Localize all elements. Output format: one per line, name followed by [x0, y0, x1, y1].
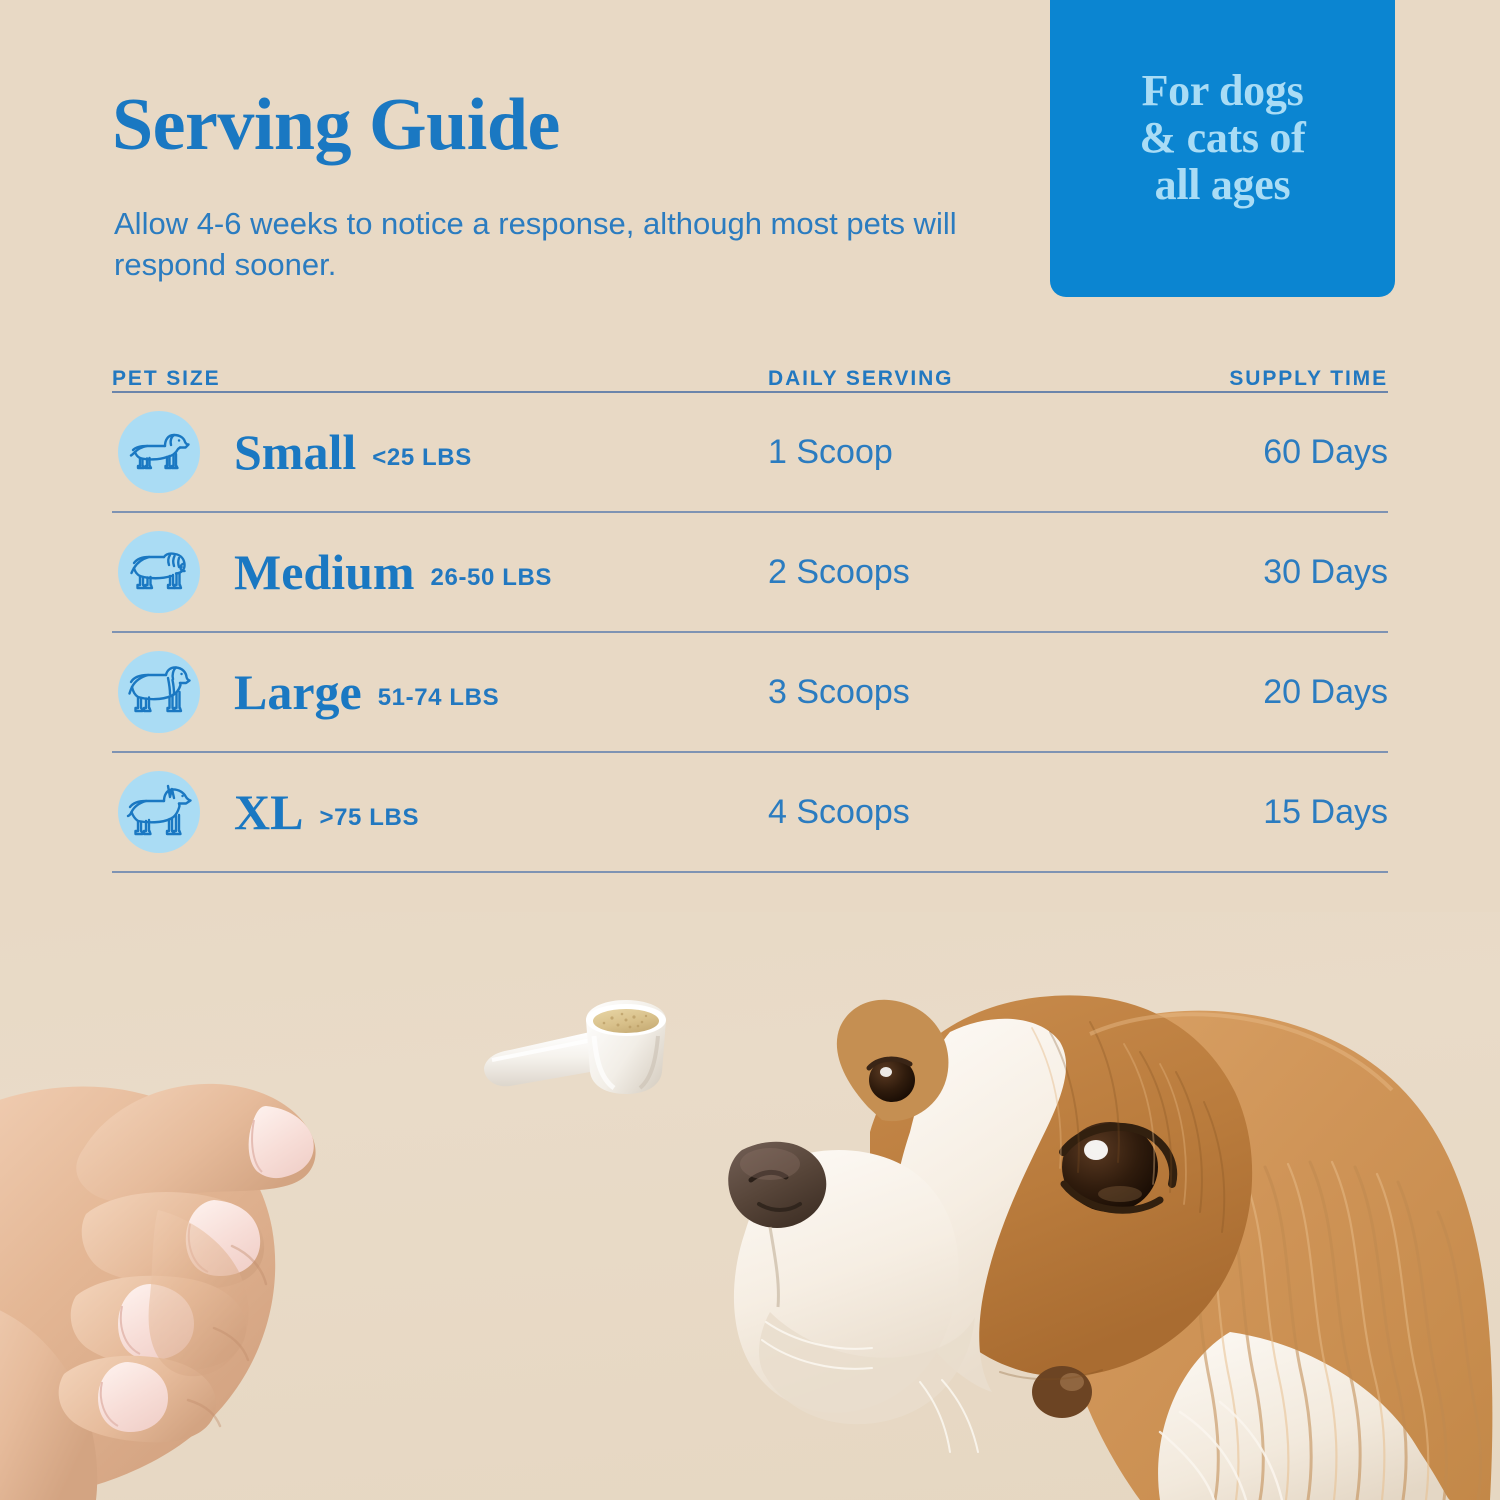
pet-size-label: Large	[234, 664, 362, 720]
table-divider	[112, 871, 1388, 873]
pet-size-label: XL	[234, 784, 304, 840]
doberman-icon	[118, 771, 200, 853]
table-row: Small <25 LBS 1 Scoop 60 Days	[112, 393, 1388, 511]
pet-size-label: Medium	[234, 544, 415, 600]
column-header-pet-size: PET SIZE	[112, 367, 221, 390]
retriever-icon	[118, 651, 200, 733]
column-header-supply-time: SUPPLY TIME	[1229, 367, 1388, 390]
pet-size-cell: Large 51-74 LBS	[112, 651, 768, 733]
measuring-scoop-with-powder	[484, 1000, 666, 1094]
pet-size-cell: Medium 26-50 LBS	[112, 531, 768, 613]
table-header-row: PET SIZE DAILY SERVING SUPPLY TIME	[112, 345, 1388, 391]
supply-time-value: 60 Days	[1263, 432, 1388, 471]
table-row: Large 51-74 LBS 3 Scoops 20 Days	[112, 633, 1388, 751]
hand	[0, 1083, 316, 1500]
supply-time-value: 15 Days	[1263, 792, 1388, 831]
daily-serving-value: 1 Scoop	[768, 432, 893, 471]
page-title: Serving Guide	[112, 84, 560, 166]
pet-size-cell: Small <25 LBS	[112, 411, 768, 493]
supply-time-value: 30 Days	[1263, 552, 1388, 591]
supply-time-value: 20 Days	[1263, 672, 1388, 711]
column-header-daily-serving: DAILY SERVING	[768, 367, 954, 390]
pet-weight-label: 26-50 LBS	[430, 564, 552, 591]
bulldog-icon	[118, 531, 200, 613]
pet-weight-label: <25 LBS	[372, 444, 472, 471]
table-divider	[112, 631, 1388, 633]
table-row: XL >75 LBS 4 Scoops 15 Days	[112, 753, 1388, 871]
page-subtitle: Allow 4-6 weeks to notice a response, al…	[114, 206, 957, 283]
table-divider	[112, 751, 1388, 753]
for-dogs-cats-badge: For dogs & cats of all ages	[1050, 0, 1395, 297]
dachshund-icon	[118, 411, 200, 493]
table-divider	[112, 511, 1388, 513]
cavalier-king-charles-spaniel	[728, 995, 1493, 1500]
badge-line-3: all ages	[1154, 160, 1291, 210]
pet-weight-label: >75 LBS	[319, 804, 420, 831]
badge-line-2: & cats of	[1139, 112, 1306, 162]
product-photo	[0, 912, 1500, 1500]
daily-serving-value: 4 Scoops	[768, 792, 910, 831]
daily-serving-value: 3 Scoops	[768, 672, 910, 711]
table-divider	[112, 391, 1388, 393]
badge-line-1: For dogs	[1141, 65, 1304, 115]
pet-size-label: Small	[234, 424, 357, 480]
pet-size-cell: XL >75 LBS	[112, 771, 768, 853]
daily-serving-value: 2 Scoops	[768, 552, 910, 591]
pet-weight-label: 51-74 LBS	[377, 684, 500, 711]
table-row: Medium 26-50 LBS 2 Scoops 30 Days	[112, 513, 1388, 631]
serving-table: PET SIZE DAILY SERVING SUPPLY TIME	[112, 345, 1388, 873]
